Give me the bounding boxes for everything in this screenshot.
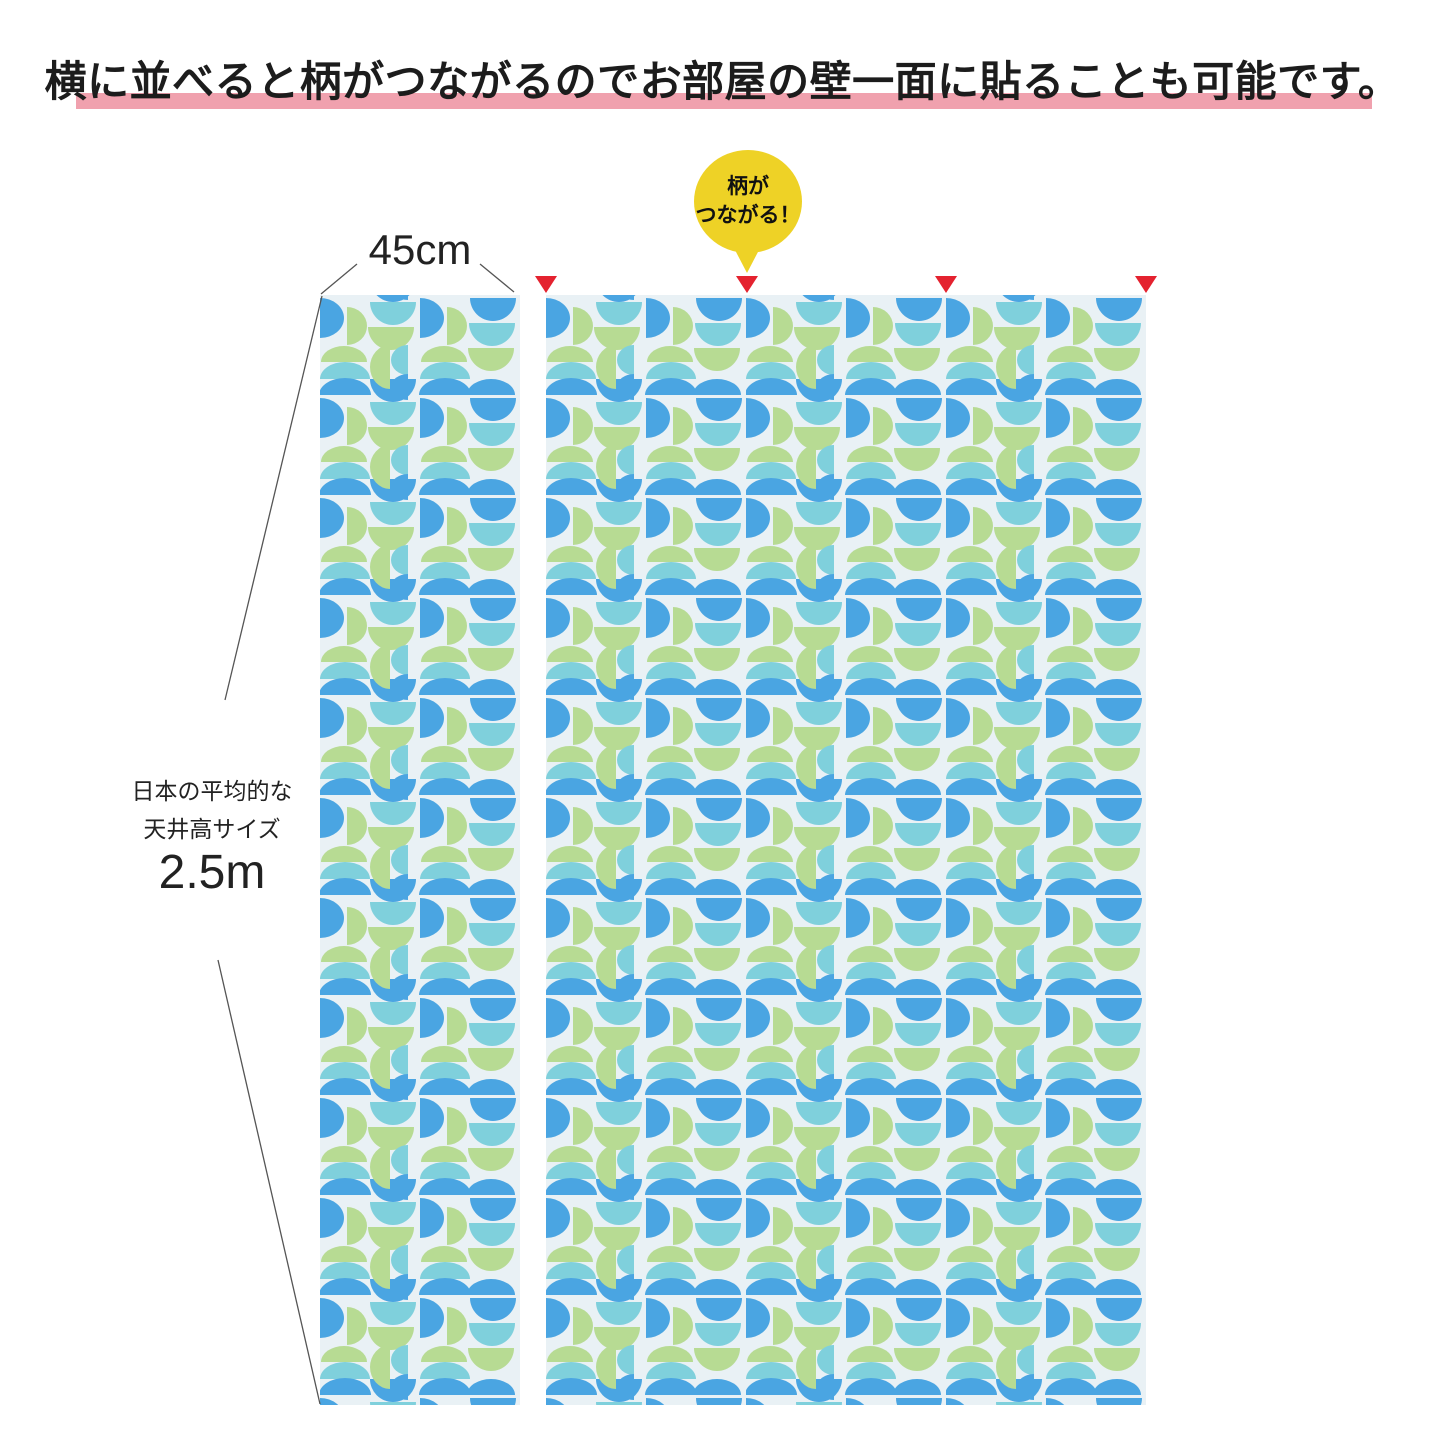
wallpaper-strip-single <box>320 295 520 1405</box>
seam-marker-icon <box>935 276 957 293</box>
strip-width-label: 45cm <box>368 226 472 273</box>
height-leader-line-top <box>224 295 323 701</box>
seam-marker-icon <box>736 276 758 293</box>
wallpaper-panel-joined-surface <box>546 295 1146 1405</box>
width-leader-line-right <box>479 263 515 293</box>
wallpaper-strip-single-surface <box>320 295 520 1405</box>
bubble-text-line2: つながる！ <box>695 203 801 227</box>
page-title: 横に並べると柄がつながるのでお部屋の壁一面に貼ることも可能です。 <box>44 58 1401 105</box>
ceiling-note-line1: 日本の平均的な <box>131 778 293 804</box>
seam-marker-icon <box>535 276 557 293</box>
ceiling-note-line2: 天井高サイズ <box>143 816 281 842</box>
height-leader-line-bottom <box>217 959 321 1405</box>
title-underline-bar <box>76 93 1372 109</box>
width-leader-line-left <box>320 263 358 295</box>
seam-marker-icon <box>1135 276 1157 293</box>
pattern-connects-bubble: 柄が つながる！ <box>694 150 802 253</box>
wallpaper-panel-joined <box>546 295 1146 1405</box>
bubble-tail-icon <box>735 250 759 273</box>
bubble-text-line1: 柄が <box>727 175 769 199</box>
ceiling-height-label: 2.5m <box>158 846 266 899</box>
